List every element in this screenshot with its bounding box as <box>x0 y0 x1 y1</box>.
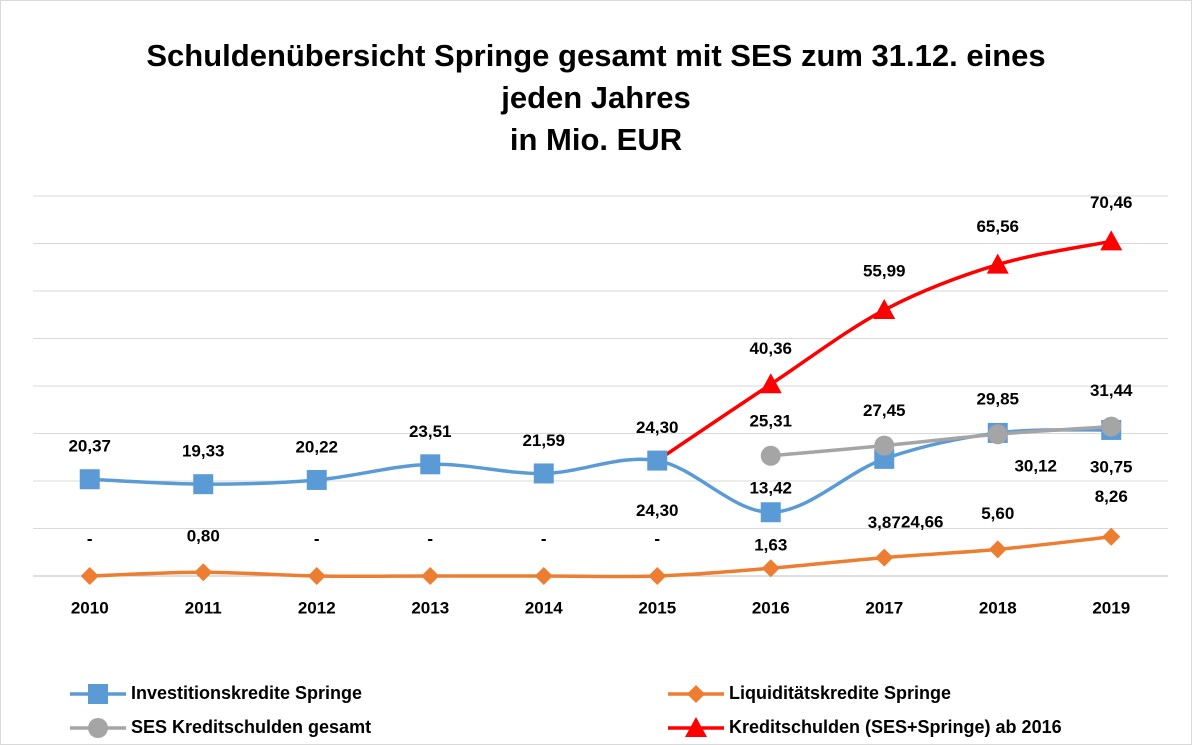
data-label: 20,37 <box>68 437 111 456</box>
data-label: 24,66 <box>901 512 944 531</box>
series-line <box>89 535 1112 579</box>
data-point <box>986 253 1009 274</box>
data-label: 3,87 <box>868 513 901 532</box>
data-point <box>648 567 667 585</box>
data-point <box>306 469 327 490</box>
data-label: 65,56 <box>976 217 1019 236</box>
data-label: 30,12 <box>1014 456 1057 475</box>
data-label: 24,30 <box>636 418 679 437</box>
data-point <box>874 435 895 456</box>
legend-marker <box>88 718 108 738</box>
x-tick-label: 2013 <box>411 598 449 617</box>
data-point <box>420 454 441 475</box>
data-label: - <box>541 529 547 548</box>
legend-label: Kreditschulden (SES+Springe) ab 2016 <box>729 717 1062 737</box>
data-label: 1,63 <box>754 536 787 555</box>
data-point <box>533 463 554 484</box>
data-point <box>534 567 553 585</box>
legend-label: Liquiditätskredite Springe <box>729 683 951 703</box>
data-label: - <box>87 529 93 548</box>
x-tick-label: 2012 <box>298 598 336 617</box>
data-point <box>1101 416 1122 437</box>
data-point <box>79 469 100 490</box>
data-point <box>194 563 213 582</box>
legend-marker <box>687 685 705 703</box>
legend-marker <box>88 684 108 704</box>
data-point <box>760 502 781 523</box>
x-tick-label: 2011 <box>185 598 222 617</box>
data-point <box>759 373 782 394</box>
data-point <box>421 567 440 585</box>
legend-label: Investitionskredite Springe <box>131 683 362 703</box>
data-label: 19,33 <box>182 442 225 461</box>
data-point <box>307 567 326 585</box>
x-tick-label: 2019 <box>1092 598 1130 617</box>
data-label: 25,31 <box>749 411 792 430</box>
series-line <box>770 424 1112 458</box>
data-label: 40,36 <box>749 339 792 358</box>
data-label: 8,26 <box>1095 487 1128 506</box>
x-tick-label: 2016 <box>752 598 790 617</box>
data-point <box>193 474 214 495</box>
data-label: 13,42 <box>749 479 792 498</box>
chart-title: in Mio. EUR <box>510 122 682 157</box>
data-label: - <box>314 529 320 548</box>
data-point <box>988 540 1007 559</box>
data-label: 30,75 <box>1090 457 1133 476</box>
data-label: 55,99 <box>863 262 906 281</box>
chart-title: Schuldenübersicht Springe gesamt mit SES… <box>146 38 1045 73</box>
series-line <box>89 428 1112 515</box>
data-point <box>1102 527 1121 546</box>
data-label: 29,85 <box>976 390 1019 409</box>
x-tick-label: 2017 <box>865 598 903 617</box>
data-label: 70,46 <box>1090 193 1133 212</box>
data-point <box>760 445 781 466</box>
chart-title: jeden Jahres <box>500 80 691 115</box>
data-label: 21,59 <box>522 431 565 450</box>
data-point <box>761 559 780 578</box>
x-tick-label: 2014 <box>525 598 563 617</box>
legend-marker <box>685 717 707 737</box>
data-label: 23,51 <box>409 422 452 441</box>
data-label: 31,44 <box>1090 381 1133 400</box>
x-tick-label: 2015 <box>638 598 676 617</box>
data-label: 0,80 <box>187 527 220 546</box>
data-label: 20,22 <box>295 437 338 456</box>
data-label: 27,45 <box>863 401 906 420</box>
legend-label: SES Kreditschulden gesamt <box>131 717 371 737</box>
data-point <box>873 299 896 320</box>
data-point <box>875 548 894 567</box>
data-label: - <box>654 529 660 548</box>
data-point <box>647 450 668 471</box>
data-point <box>80 567 99 585</box>
data-label: - <box>427 529 433 548</box>
x-tick-label: 2018 <box>979 598 1017 617</box>
x-tick-label: 2010 <box>71 598 109 617</box>
data-point <box>987 424 1008 445</box>
data-label: 24,30 <box>636 501 679 520</box>
data-label: 5,60 <box>981 504 1014 523</box>
data-point <box>1100 230 1123 251</box>
